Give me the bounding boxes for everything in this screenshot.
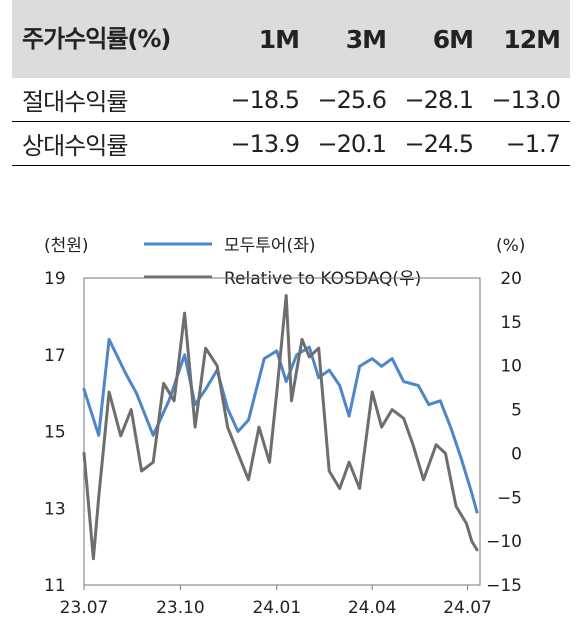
returns-header-row: 주가수익률(%) 1M 3M 6M 12M (12, 0, 570, 78)
price-chart: (천원) (%) 모두투어(좌) Relative to KOSDAQ(우) 1… (44, 236, 525, 618)
right-axis-unit: (%) (496, 236, 525, 256)
table-cell: −18.5 (222, 78, 309, 122)
x-tick-label: 24.04 (348, 598, 397, 618)
series-line-2 (82, 294, 479, 561)
right-tick-label: −5 (497, 488, 522, 508)
column-1m: 1M (222, 0, 309, 78)
left-tick-label: 11 (44, 576, 66, 596)
right-tick-label: −15 (486, 576, 522, 596)
table-cell: −25.6 (309, 78, 396, 122)
left-tick-label: 15 (44, 423, 66, 443)
series-lines (82, 294, 479, 561)
table-cell: −13.0 (483, 78, 570, 122)
left-axis-unit: (천원) (44, 236, 89, 256)
left-tick-label: 19 (44, 269, 66, 289)
right-tick-label: −10 (486, 532, 522, 552)
column-12m: 12M (483, 0, 570, 78)
x-tick-label: 24.07 (443, 598, 492, 618)
table-row: 절대수익률 −18.5 −25.6 −28.1 −13.0 (12, 78, 570, 122)
legend-label-series-2: Relative to KOSDAQ(우) (224, 269, 421, 289)
right-tick-label: 5 (511, 401, 522, 421)
right-tick-label: 20 (500, 269, 522, 289)
table-cell: −24.5 (396, 121, 483, 166)
table-cell: −13.9 (222, 121, 309, 166)
series-line-1 (82, 337, 479, 514)
x-tick-label: 23.07 (60, 598, 109, 618)
row-label: 절대수익률 (12, 78, 222, 122)
axis-ticks: 19 17 15 13 11 20 15 10 5 0 −5 −10 −15 23.07 23.10 24.0… (44, 269, 522, 618)
x-tick-label: 23.10 (156, 598, 205, 618)
table-cell: −20.1 (309, 121, 396, 166)
plot-area (83, 277, 481, 586)
returns-table: 주가수익률(%) 1M 3M 6M 12M 절대수익률 −18.5 −25.6 … (12, 0, 570, 166)
returns-header-label: 주가수익률(%) (12, 0, 222, 78)
table-cell: −28.1 (396, 78, 483, 122)
legend-label-series-1: 모두투어(좌) (224, 236, 315, 256)
right-tick-label: 10 (500, 357, 522, 377)
column-6m: 6M (396, 0, 483, 78)
table-row: 상대수익률 −13.9 −20.1 −24.5 −1.7 (12, 121, 570, 166)
left-tick-label: 17 (44, 346, 66, 366)
right-tick-label: 0 (511, 444, 522, 464)
x-tick-label: 24.01 (252, 598, 301, 618)
right-tick-label: 15 (500, 313, 522, 333)
row-label: 상대수익률 (12, 121, 222, 166)
legend: 모두투어(좌) Relative to KOSDAQ(우) (144, 236, 421, 289)
table-cell: −1.7 (483, 121, 570, 166)
left-tick-label: 13 (44, 499, 66, 519)
column-3m: 3M (309, 0, 396, 78)
